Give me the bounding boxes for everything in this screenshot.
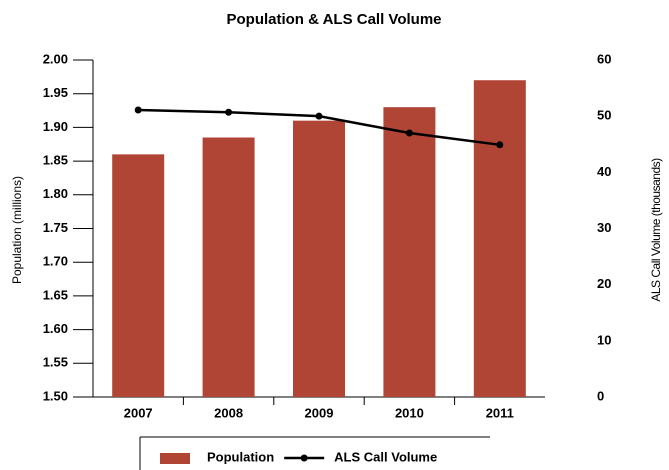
bar bbox=[383, 107, 436, 398]
bar bbox=[112, 154, 165, 397]
y-axis-label: Population (millions) bbox=[10, 176, 24, 284]
y2-tick-label: 30 bbox=[597, 220, 611, 235]
legend-swatch bbox=[160, 453, 190, 464]
y-tick-label: 1.80 bbox=[43, 186, 68, 201]
y2-tick-label: 60 bbox=[597, 51, 611, 66]
x-tick-label: 2009 bbox=[305, 405, 334, 420]
y-tick-label: 1.90 bbox=[43, 119, 68, 134]
bar bbox=[202, 137, 255, 397]
y-tick-label: 1.65 bbox=[43, 287, 68, 302]
y-tick-label: 1.75 bbox=[43, 220, 68, 235]
x-tick-label: 2011 bbox=[486, 405, 514, 420]
y-tick-label: 1.70 bbox=[43, 254, 68, 269]
y-tick-label: 2.00 bbox=[43, 51, 68, 66]
bar bbox=[473, 80, 526, 397]
legend-swatch bbox=[300, 454, 308, 462]
y2-axis-label: ALS Call Volume (thousands) bbox=[649, 158, 663, 302]
line-marker bbox=[225, 108, 233, 116]
chart-title: Population & ALS Call Volume bbox=[226, 11, 441, 28]
y-tick-label: 1.55 bbox=[43, 355, 68, 370]
y2-tick-label: 0 bbox=[597, 388, 604, 403]
x-tick-label: 2008 bbox=[214, 405, 243, 420]
y-tick-label: 1.60 bbox=[43, 321, 68, 336]
y-tick-label: 1.85 bbox=[43, 153, 68, 168]
line-marker bbox=[405, 129, 413, 137]
y2-tick-label: 10 bbox=[597, 332, 611, 347]
line-marker bbox=[134, 106, 142, 114]
legend-label: ALS Call Volume bbox=[334, 449, 437, 464]
bar bbox=[293, 120, 345, 397]
legend-label: Population bbox=[207, 449, 274, 464]
x-tick-label: 2007 bbox=[124, 405, 153, 420]
x-tick-label: 2010 bbox=[395, 405, 424, 420]
line-marker bbox=[496, 141, 504, 149]
y2-tick-label: 40 bbox=[597, 164, 611, 179]
line-marker bbox=[315, 112, 323, 120]
y2-tick-label: 50 bbox=[597, 108, 611, 123]
y-tick-label: 1.50 bbox=[43, 388, 68, 403]
y-tick-label: 1.95 bbox=[43, 85, 68, 100]
y2-tick-label: 20 bbox=[597, 276, 611, 291]
